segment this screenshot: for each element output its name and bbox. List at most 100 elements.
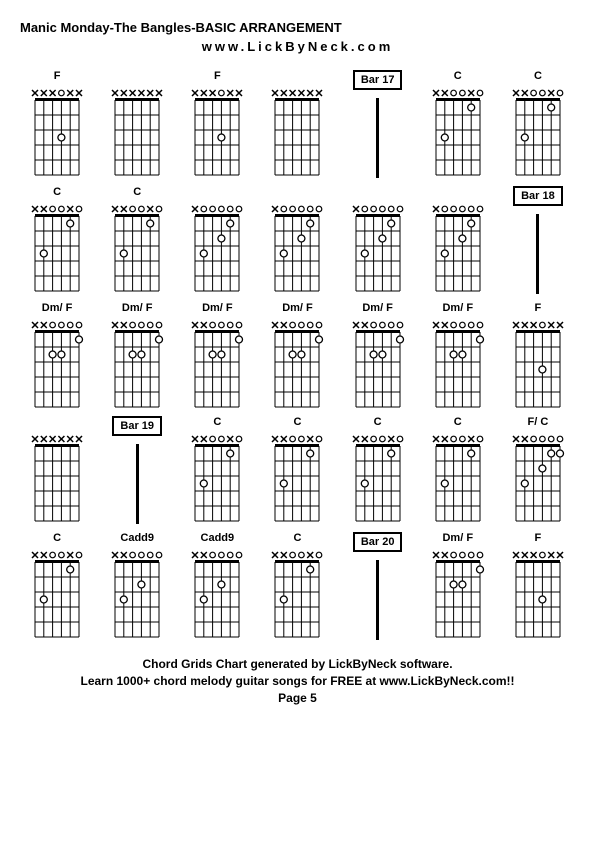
chord-diagram: Cadd9 — [100, 532, 174, 640]
chord-diagram: C — [421, 416, 495, 524]
chord-diagram — [341, 186, 415, 294]
chord-label: Dm/ F — [362, 302, 393, 316]
chord-diagram — [421, 186, 495, 294]
chord-label: C — [53, 532, 61, 546]
chord-diagram: C — [20, 532, 94, 640]
fretboard-diagram — [187, 318, 247, 408]
chord-label: Dm/ F — [282, 302, 313, 316]
fretboard-diagram — [27, 202, 87, 292]
barline — [376, 98, 379, 178]
footer-line1: Chord Grids Chart generated by LickByNec… — [20, 656, 575, 673]
chord-label: C — [454, 70, 462, 84]
chord-diagram: F — [501, 532, 575, 640]
chord-label: C — [534, 70, 542, 84]
fretboard-diagram — [187, 548, 247, 638]
chord-diagram: F/ C — [501, 416, 575, 524]
chord-diagram: C — [260, 532, 334, 640]
fretboard-diagram — [428, 202, 488, 292]
chord-label: Dm/ F — [202, 302, 233, 316]
bar-marker: Bar 18 — [501, 186, 575, 294]
chord-diagram: Dm/ F — [341, 302, 415, 408]
fretboard-diagram — [508, 432, 568, 522]
fretboard-diagram — [348, 202, 408, 292]
fretboard-diagram — [27, 86, 87, 176]
fretboard-diagram — [508, 548, 568, 638]
chord-diagram: C — [180, 416, 254, 524]
chord-diagram: F — [501, 302, 575, 408]
fretboard-diagram — [428, 432, 488, 522]
chord-diagram: Dm/ F — [260, 302, 334, 408]
fretboard-diagram — [187, 86, 247, 176]
chord-diagram: Cadd9 — [180, 532, 254, 640]
chord-label: C — [294, 532, 302, 546]
chord-label: F — [535, 302, 542, 316]
chord-diagram: F — [180, 70, 254, 178]
fretboard-diagram — [27, 548, 87, 638]
bar-label: Bar 20 — [353, 532, 403, 552]
bar-marker: Bar 17 — [341, 70, 415, 178]
fretboard-diagram — [508, 318, 568, 408]
fretboard-diagram — [508, 86, 568, 176]
song-title: Manic Monday-The Bangles-BASIC ARRANGEME… — [20, 20, 575, 35]
chord-diagram: C — [501, 70, 575, 178]
chord-label: C — [454, 416, 462, 430]
fretboard-diagram — [348, 318, 408, 408]
chord-label: Dm/ F — [442, 532, 473, 546]
chord-diagram: C — [260, 416, 334, 524]
fretboard-diagram — [267, 86, 327, 176]
chord-diagram: C — [341, 416, 415, 524]
chord-label: C — [133, 186, 141, 200]
barline — [136, 444, 139, 524]
fretboard-diagram — [428, 86, 488, 176]
chord-label: Cadd9 — [120, 532, 154, 546]
chord-diagram: Dm/ F — [100, 302, 174, 408]
chord-label: Dm/ F — [42, 302, 73, 316]
barline — [536, 214, 539, 294]
bar-marker: Bar 19 — [100, 416, 174, 524]
chord-label: C — [294, 416, 302, 430]
chord-label: Dm/ F — [442, 302, 473, 316]
bar-label: Bar 18 — [513, 186, 563, 206]
fretboard-diagram — [27, 318, 87, 408]
website-subtitle: www.LickByNeck.com — [20, 39, 575, 54]
chord-diagram: Dm/ F — [421, 532, 495, 640]
fretboard-diagram — [428, 548, 488, 638]
chord-label: C — [53, 186, 61, 200]
chord-diagram: C — [20, 186, 94, 294]
chord-label: F — [535, 532, 542, 546]
chord-diagram — [20, 416, 94, 524]
chord-grid: F F Bar 17 C C C C Bar 18 Dm/ F Dm/ F Dm/ F Dm/ F Dm… — [20, 70, 575, 640]
chord-label: C — [374, 416, 382, 430]
chord-diagram: F — [20, 70, 94, 178]
chord-diagram — [260, 186, 334, 294]
fretboard-diagram — [267, 202, 327, 292]
chord-diagram — [100, 70, 174, 178]
footer-line2: Learn 1000+ chord melody guitar songs fo… — [20, 673, 575, 690]
fretboard-diagram — [267, 432, 327, 522]
fretboard-diagram — [267, 318, 327, 408]
chord-label: C — [213, 416, 221, 430]
fretboard-diagram — [107, 318, 167, 408]
chord-label: F/ C — [528, 416, 549, 430]
fretboard-diagram — [107, 86, 167, 176]
fretboard-diagram — [428, 318, 488, 408]
fretboard-diagram — [187, 202, 247, 292]
chord-label: Cadd9 — [201, 532, 235, 546]
fretboard-diagram — [107, 202, 167, 292]
bar-label: Bar 17 — [353, 70, 403, 90]
page-number: Page 5 — [20, 690, 575, 707]
barline — [376, 560, 379, 640]
fretboard-diagram — [187, 432, 247, 522]
fretboard-diagram — [348, 432, 408, 522]
chord-diagram: C — [100, 186, 174, 294]
fretboard-diagram — [27, 432, 87, 522]
chord-diagram: Dm/ F — [421, 302, 495, 408]
chord-label: F — [214, 70, 221, 84]
chord-label: F — [54, 70, 61, 84]
fretboard-diagram — [267, 548, 327, 638]
chord-diagram: C — [421, 70, 495, 178]
fretboard-diagram — [107, 548, 167, 638]
bar-marker: Bar 20 — [341, 532, 415, 640]
chord-diagram: Dm/ F — [180, 302, 254, 408]
chord-diagram — [180, 186, 254, 294]
